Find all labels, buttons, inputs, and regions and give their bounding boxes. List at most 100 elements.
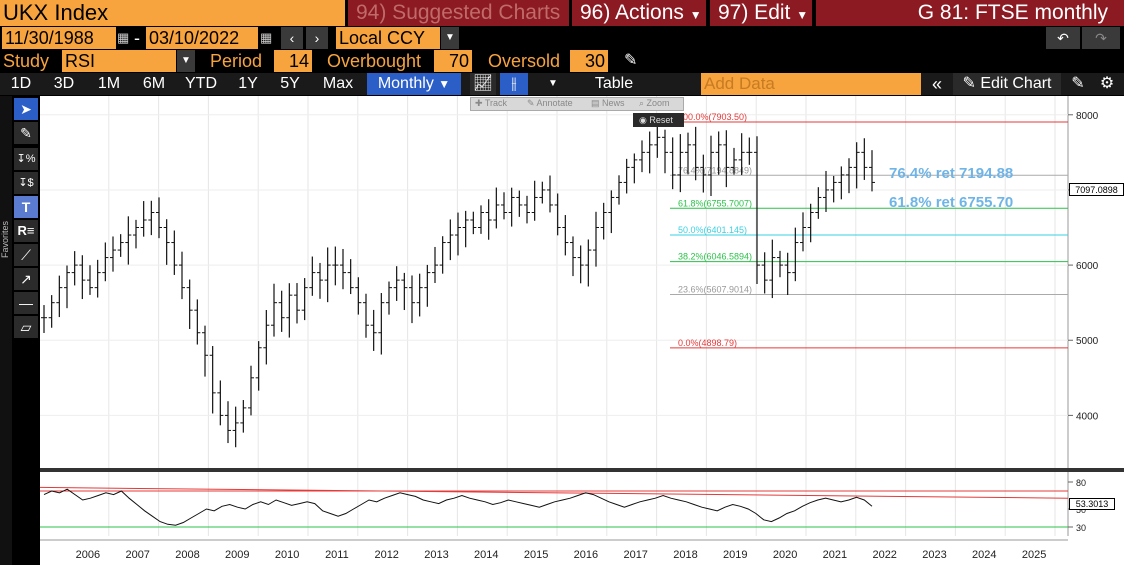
- x-tick-label: 2007: [125, 549, 149, 561]
- chart-tools-bar: ✚ Track ✎ Annotate ▤ News ⌕ Zoom: [470, 97, 684, 111]
- reset-button[interactable]: ◉ Reset: [633, 113, 684, 127]
- range-1y[interactable]: 1Y: [238, 75, 258, 92]
- last-rsi-badge: 53.3013: [1069, 498, 1115, 510]
- chevron-down-icon[interactable]: ▼: [548, 78, 558, 89]
- zoom-tool[interactable]: ⌕ Zoom: [639, 98, 670, 108]
- undo-icon[interactable]: ↶: [1046, 27, 1080, 49]
- edit-chart-label: Edit Chart: [980, 75, 1052, 92]
- draw-line-icon[interactable]: ✎: [14, 122, 38, 144]
- edit-menu[interactable]: 97) Edit ▼: [710, 0, 812, 26]
- rsi-tick-label: 30: [1076, 523, 1086, 533]
- y-tick-label: 5000: [1076, 336, 1099, 347]
- oversold-label: Oversold: [488, 51, 561, 71]
- fib-label: 61.8%(6755.7007): [678, 198, 752, 208]
- annotate-label: Annotate: [536, 98, 573, 108]
- table-button[interactable]: Table: [594, 75, 634, 92]
- end-date-field[interactable]: 03/10/2022: [146, 27, 258, 49]
- range-5y[interactable]: 5Y: [280, 75, 300, 92]
- x-tick-label: 2017: [623, 549, 647, 561]
- rsi-tick-label: 80: [1076, 478, 1086, 488]
- trend-line-icon[interactable]: ⟋: [14, 244, 38, 266]
- last-price-badge: 7097.0898: [1069, 183, 1124, 196]
- x-tick-label: 2024: [972, 549, 996, 561]
- ray-icon[interactable]: ↗: [14, 268, 38, 290]
- x-tick-label: 2016: [574, 549, 598, 561]
- annotate-icon[interactable]: ✎: [1071, 75, 1085, 92]
- x-tick-label: 2015: [524, 549, 548, 561]
- x-tick-label: 2014: [474, 549, 498, 561]
- x-tick-label: 2008: [175, 549, 199, 561]
- chart-area[interactable]: [40, 96, 1124, 565]
- fib-label: 38.2%(6046.5894): [678, 252, 752, 262]
- chevron-down-icon[interactable]: ▼: [441, 27, 459, 49]
- text-icon[interactable]: T: [14, 196, 38, 218]
- range-1m[interactable]: 1M: [97, 75, 121, 92]
- percent-icon[interactable]: ↧%: [14, 148, 38, 170]
- rsi-tick-label: 50: [1076, 505, 1086, 515]
- edit-chart-button[interactable]: ✎ Edit Chart: [953, 73, 1061, 95]
- x-tick-label: 2021: [823, 549, 847, 561]
- channel-icon[interactable]: ▱: [14, 316, 38, 338]
- fib-label: 100.0%(7903.50): [678, 112, 747, 122]
- overbought-label: Overbought: [327, 51, 422, 71]
- x-tick-label: 2025: [1022, 549, 1046, 561]
- study-label: Study: [3, 51, 50, 71]
- track-label: Track: [484, 98, 508, 108]
- ohlc-bars-icon[interactable]: ⫲: [500, 73, 528, 95]
- pencil-icon: ✎: [962, 75, 976, 92]
- gear-icon[interactable]: ⚙: [1099, 75, 1115, 92]
- actions-menu[interactable]: 96) Actions ▼: [572, 0, 706, 26]
- period-input[interactable]: 14: [274, 50, 312, 72]
- redo-icon[interactable]: ↷: [1082, 27, 1120, 49]
- ticker-field[interactable]: UKX Index: [0, 0, 345, 26]
- range-3d[interactable]: 3D: [53, 75, 75, 92]
- frequency-select[interactable]: Monthly ▼: [367, 73, 461, 95]
- x-tick-label: 2011: [325, 549, 349, 561]
- date-separator: -: [134, 28, 140, 48]
- chevron-down-icon[interactable]: ▼: [177, 50, 195, 72]
- retracement-icon[interactable]: R≡: [14, 220, 38, 242]
- study-select[interactable]: RSI: [62, 50, 176, 72]
- rsi-trend-line: [40, 486, 1069, 499]
- news-label: News: [602, 98, 625, 108]
- y-tick-label: 6000: [1076, 261, 1099, 272]
- range-1d[interactable]: 1D: [10, 75, 32, 92]
- annotation-764: 76.4% ret 7194.88: [889, 165, 1014, 182]
- reset-icon: ◉: [639, 115, 647, 125]
- annotate-tool[interactable]: ✎ Annotate: [527, 98, 573, 108]
- favorites-strip[interactable]: [0, 96, 12, 565]
- range-max[interactable]: Max: [322, 75, 354, 92]
- overbought-input[interactable]: 70: [434, 50, 472, 72]
- pointer-icon[interactable]: ➤: [14, 98, 38, 120]
- pencil-icon[interactable]: ✎: [624, 52, 638, 69]
- suggested-charts-menu[interactable]: 94) Suggested Charts: [348, 0, 569, 26]
- range-ytd[interactable]: YTD: [185, 75, 217, 92]
- fib-label: 76.4%(7194.8849): [678, 165, 752, 175]
- collapse-icon[interactable]: «: [931, 74, 942, 94]
- x-tick-label: 2020: [773, 549, 797, 561]
- news-tool[interactable]: ▤ News: [591, 98, 625, 108]
- next-arrow-icon[interactable]: ›: [306, 27, 328, 49]
- oversold-input[interactable]: 30: [570, 50, 608, 72]
- zoom-label: Zoom: [646, 98, 670, 108]
- calendar-icon[interactable]: ▦: [117, 30, 130, 45]
- currency-select[interactable]: Local CCY: [336, 27, 440, 49]
- calendar-icon[interactable]: ▦: [260, 30, 273, 45]
- range-6m[interactable]: 6M: [142, 75, 166, 92]
- add-data-input[interactable]: Add Data: [701, 73, 921, 95]
- line-chart-icon[interactable]: 📈︎: [470, 73, 496, 95]
- start-date-field[interactable]: 11/30/1988: [2, 27, 116, 49]
- y-tick-label: 8000: [1076, 111, 1099, 122]
- y-tick-label: 4000: [1076, 411, 1099, 422]
- chevron-down-icon: ▼: [438, 77, 451, 91]
- prev-arrow-icon[interactable]: ‹: [281, 27, 303, 49]
- chevron-down-icon: ▼: [689, 8, 702, 22]
- horizontal-line-icon[interactable]: —: [14, 292, 38, 314]
- x-tick-label: 2010: [275, 549, 299, 561]
- track-tool[interactable]: ✚ Track: [475, 98, 508, 108]
- x-tick-label: 2013: [424, 549, 448, 561]
- x-tick-label: 2023: [922, 549, 946, 561]
- dollar-icon[interactable]: ↧$: [14, 172, 38, 194]
- x-tick-label: 2006: [76, 549, 100, 561]
- actions-label: 96) Actions: [580, 1, 684, 24]
